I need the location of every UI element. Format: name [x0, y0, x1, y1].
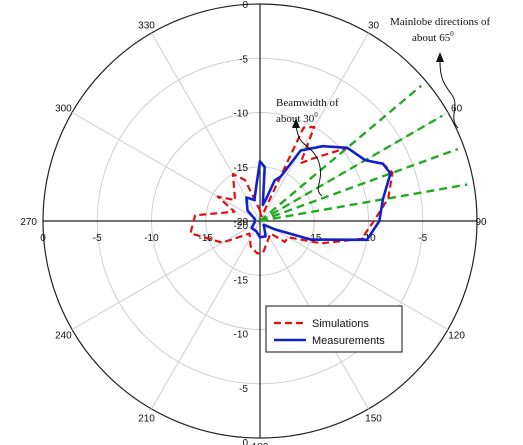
mainlobe-arrow-head: [436, 52, 444, 62]
r-tick-right-2: -5: [418, 233, 427, 244]
r-tick-left-1: -5: [93, 233, 102, 244]
annotations: Beamwidth of about 300 Mainlobe directio…: [276, 16, 491, 197]
spoke-300: [71, 112, 261, 222]
beamwidth-annotation-line1: Beamwidth of: [276, 97, 339, 109]
svg-text:about 650: about 650: [412, 30, 454, 44]
mainlobe-degree-sup: 0: [450, 30, 454, 38]
angle-tick-180: 180: [252, 442, 269, 445]
tick-labels: 0 30 60 90 120 150 180 210 240 270 300 330 0 -5 -10 -15…: [20, 0, 487, 445]
r-tick-top-4: -20: [234, 217, 249, 228]
spoke-330: [151, 32, 261, 222]
guide-line-80: [259, 183, 468, 223]
angle-tick-330: 330: [138, 20, 155, 31]
polar-grid: [42, 3, 478, 439]
angle-tick-120: 120: [448, 331, 465, 342]
mainlobe-annotation-line2: about 65: [412, 32, 451, 44]
r-tick-top-0: 0: [242, 0, 248, 11]
angle-tick-270: 270: [20, 217, 37, 228]
angle-tick-240: 240: [55, 331, 72, 342]
beamwidth-annotation-line2: about 30: [276, 113, 315, 125]
angle-tick-210: 210: [138, 414, 155, 425]
guide-line-50: [259, 84, 423, 222]
guide-line-60: [259, 114, 443, 223]
spoke-240: [71, 220, 261, 330]
beamwidth-arrow-curve: [295, 125, 323, 197]
legend: Simulations Measurements: [265, 305, 403, 353]
r-tick-left-2: -10: [144, 233, 159, 244]
series-line-simulations: [189, 125, 394, 255]
r-tick-top-2: -10: [234, 109, 249, 120]
series-line-measurements: [245, 144, 392, 242]
angle-tick-300: 300: [55, 104, 72, 115]
guide-line-70: [259, 147, 459, 223]
r-tick-bottom-1: -15: [234, 275, 249, 286]
spoke-210: [151, 220, 261, 410]
legend-label-measurements: Measurements: [312, 335, 385, 347]
angle-tick-60: 60: [451, 104, 463, 115]
r-tick-left-0: 0: [40, 233, 46, 244]
angle-tick-30: 30: [368, 20, 380, 31]
r-tick-top-3: -15: [234, 163, 249, 174]
r-tick-bottom-0: -20: [234, 221, 249, 232]
angle-tick-150: 150: [365, 414, 382, 425]
series-layer: [189, 125, 394, 255]
spoke-120: [259, 220, 449, 330]
r-tick-bottom-4: 0: [242, 438, 248, 445]
svg-text:about 300: about 300: [276, 111, 318, 125]
mainlobe-guide-lines: [259, 84, 468, 223]
r-tick-bottom-3: -5: [239, 384, 248, 395]
angle-tick-0: 0: [257, 0, 263, 3]
r-tick-bottom-2: -10: [234, 330, 249, 341]
legend-label-simulations: Simulations: [312, 318, 369, 330]
beamwidth-arrow-head: [292, 118, 300, 128]
angle-tick-90: 90: [475, 217, 487, 228]
mainlobe-annotation-line1: Mainlobe directions of: [390, 16, 491, 28]
beamwidth-degree-sup: 0: [314, 111, 318, 119]
r-tick-top-1: -5: [239, 54, 248, 65]
mainlobe-arrow-curve: [439, 61, 459, 129]
legend-box: [265, 305, 403, 353]
